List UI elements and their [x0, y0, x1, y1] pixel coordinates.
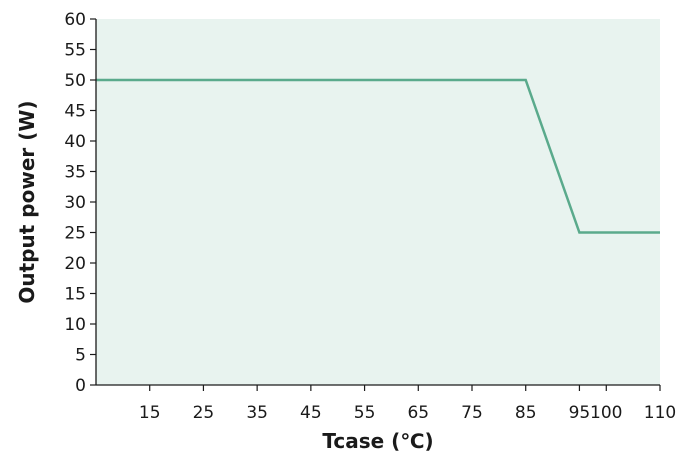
y-tick-label: 55: [64, 41, 86, 61]
x-tick-label: 15: [139, 403, 161, 423]
y-tick-label: 40: [64, 132, 86, 152]
y-tick-label: 0: [75, 376, 86, 396]
y-tick-label: 25: [64, 224, 86, 244]
series-line: [96, 78, 660, 234]
x-tick-label: 45: [300, 403, 322, 423]
plot-area: [96, 19, 660, 385]
y-tick-label: 35: [64, 163, 86, 183]
y-tick-label: 20: [64, 254, 86, 274]
x-tick-label: 65: [407, 403, 429, 423]
x-tick-label: 75: [461, 403, 483, 423]
x-tick-label: 55: [354, 403, 376, 423]
y-tick-label: 45: [64, 102, 86, 122]
y-tick-label: 30: [64, 193, 86, 213]
x-axis-ticks: 15 25 35 45 55 65 75 85 95 100 110: [139, 385, 676, 423]
x-axis-title: Tcase (℃): [322, 429, 433, 453]
y-axis-ticks: 0 5 10 15 20 25 30 35 40 45 50 55 60: [64, 10, 96, 396]
y-tick-label: 15: [64, 285, 86, 305]
x-tick-label: 85: [515, 403, 537, 423]
x-tick-label: 110: [644, 403, 676, 423]
y-tick-label: 60: [64, 10, 86, 30]
y-axis-title: Output power (W): [15, 100, 39, 303]
x-tick-label: 100: [590, 403, 622, 423]
y-tick-label: 5: [75, 346, 86, 366]
x-tick-label: 95: [569, 403, 591, 423]
x-tick-label: 35: [246, 403, 268, 423]
y-tick-label: 50: [64, 71, 86, 91]
x-tick-label: 25: [193, 403, 215, 423]
y-tick-label: 10: [64, 315, 86, 335]
